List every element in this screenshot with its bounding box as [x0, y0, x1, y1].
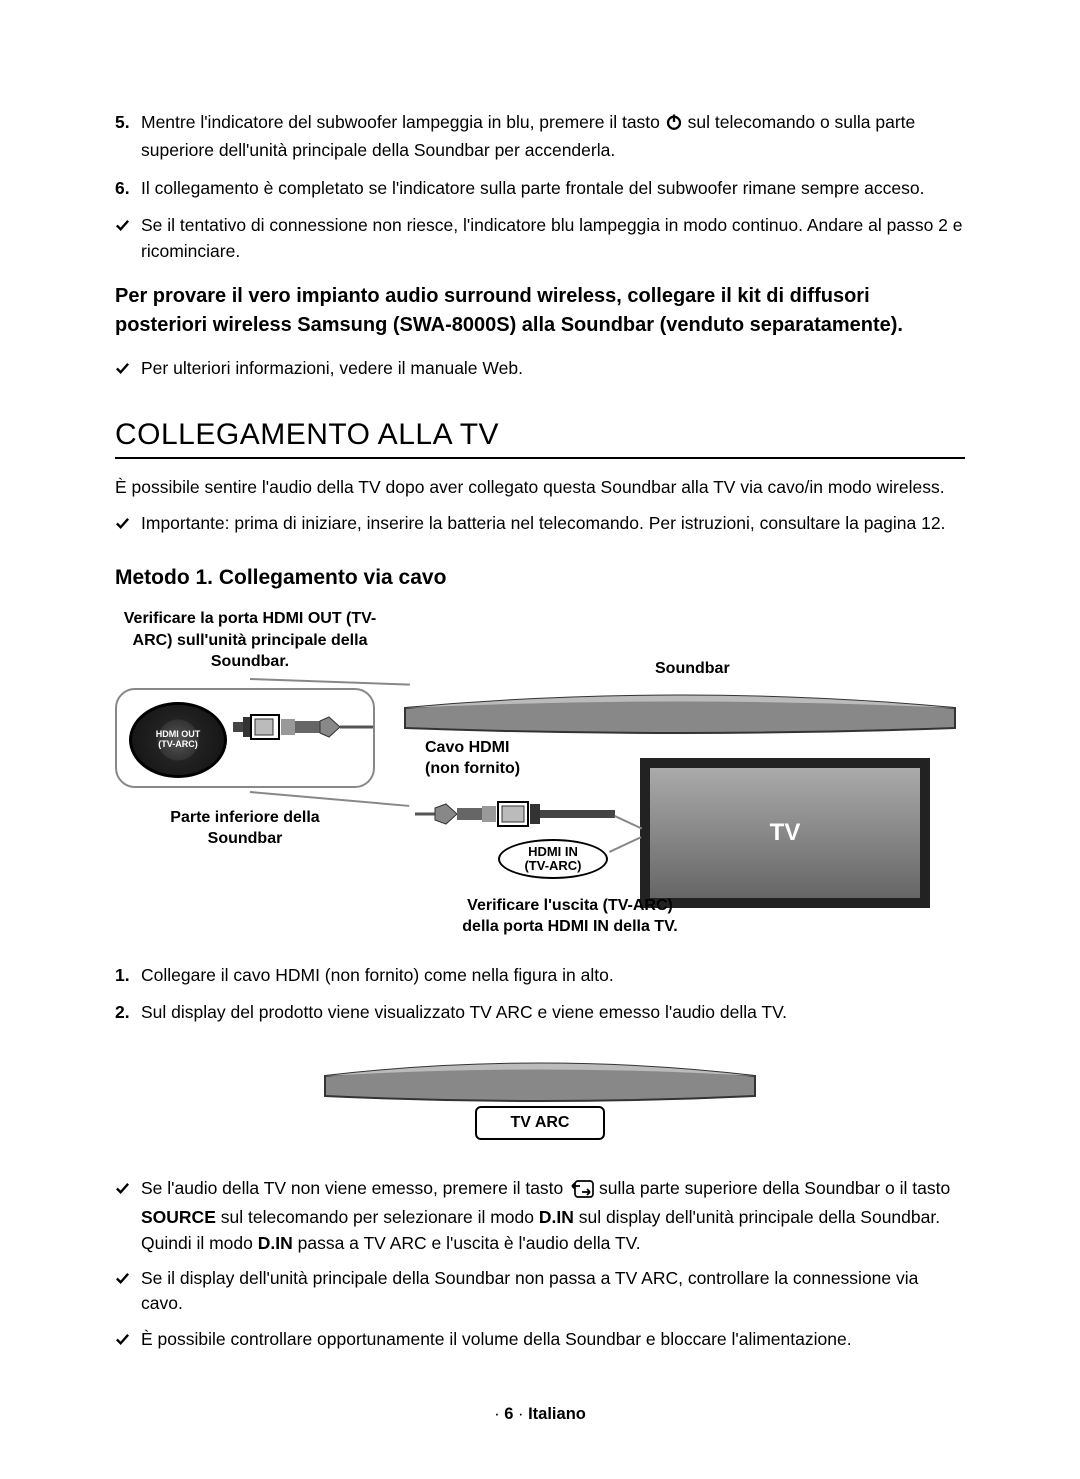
check-battery: Importante: prima di iniziare, inserire … — [115, 511, 965, 538]
page-number: 6 — [504, 1405, 513, 1423]
connect-step-1-num: 1. — [115, 963, 141, 988]
hdmi-out-l2: (TV-ARC) — [158, 740, 198, 750]
diagram-caption-top: Verificare la porta HDMI OUT (TV-ARC) su… — [115, 608, 385, 673]
tv-shape: TV — [640, 758, 930, 908]
hdmi-cable-right-icon — [415, 798, 615, 830]
check-retry: Se il tentativo di connessione non riesc… — [115, 213, 965, 264]
connect-step-2-num: 2. — [115, 1000, 141, 1025]
check-volume-control: È possibile controllare opportunamente i… — [115, 1327, 965, 1354]
leader-line — [250, 678, 410, 686]
check-web-manual-text: Per ulteriori informazioni, vedere il ma… — [141, 356, 965, 383]
check-icon — [115, 1176, 141, 1256]
hdmi-out-port: HDMI OUT (TV-ARC) — [129, 702, 227, 778]
check-icon — [115, 1327, 141, 1354]
tv-label: TV — [640, 758, 930, 908]
method-1-title: Metodo 1. Collegamento via cavo — [115, 566, 965, 590]
check-volume-text: È possibile controllare opportunamente i… — [141, 1327, 965, 1354]
step-5-text: Mentre l'indicatore del subwoofer lampeg… — [141, 110, 965, 164]
check-cable-text: Se il display dell'unità principale dell… — [141, 1266, 965, 1317]
connect-step-1: 1. Collegare il cavo HDMI (non fornito) … — [115, 963, 965, 988]
check-web-manual: Per ulteriori informazioni, vedere il ma… — [115, 356, 965, 383]
leader-line — [609, 836, 642, 853]
hdmi-cable-left-icon — [233, 711, 373, 743]
soundbar-icon — [400, 683, 960, 738]
step-6-number: 6. — [115, 176, 141, 201]
hdmi-in-port-label: HDMI IN (TV-ARC) — [498, 839, 608, 879]
check-icon — [115, 356, 141, 383]
check-icon — [115, 1266, 141, 1317]
intro-text: È possibile sentire l'audio della TV dop… — [115, 475, 965, 500]
leader-line — [614, 815, 642, 829]
soundbar-icon — [320, 1051, 760, 1106]
check-no-audio-text: Se l'audio della TV non viene emesso, pr… — [141, 1176, 965, 1256]
check-icon — [115, 511, 141, 538]
cavo-hdmi-label: Cavo HDMI (non fornito) — [425, 738, 520, 780]
source-button-icon — [568, 1180, 594, 1205]
check-retry-text: Se il tentativo di connessione non riesc… — [141, 213, 965, 264]
tv-arc-display: TV ARC — [475, 1106, 605, 1140]
connect-step-2-text: Sul display del prodotto viene visualizz… — [141, 1000, 965, 1025]
page-footer: · 6 · Italiano — [0, 1405, 1080, 1424]
step-5-number: 5. — [115, 110, 141, 164]
step-6-text: Il collegamento è completato se l'indica… — [141, 176, 965, 201]
surround-kit-paragraph: Per provare il vero impianto audio surro… — [115, 282, 965, 340]
step-5: 5. Mentre l'indicatore del subwoofer lam… — [115, 110, 965, 164]
section-title: COLLEGAMENTO ALLA TV — [115, 418, 965, 459]
check-cable-connection: Se il display dell'unità principale dell… — [115, 1266, 965, 1317]
connect-step-1-text: Collegare il cavo HDMI (non fornito) com… — [141, 963, 965, 988]
connect-step-2: 2. Sul display del prodotto viene visual… — [115, 1000, 965, 1025]
check-no-audio: Se l'audio della TV non viene emesso, pr… — [115, 1176, 965, 1256]
verify-tv-label: Verificare l'uscita (TV-ARC) della porta… — [440, 896, 700, 938]
step-5-pre: Mentre l'indicatore del subwoofer lampeg… — [141, 112, 665, 132]
soundbar-label: Soundbar — [655, 660, 730, 678]
check-icon — [115, 213, 141, 264]
parte-inferiore-label: Parte inferiore della Soundbar — [145, 808, 345, 850]
step-6: 6. Il collegamento è completato se l'ind… — [115, 176, 965, 201]
check-battery-text: Importante: prima di iniziare, inserire … — [141, 511, 965, 538]
tv-arc-display-diagram: TV ARC — [320, 1051, 760, 1151]
page-language: Italiano — [528, 1405, 586, 1423]
power-icon — [665, 113, 683, 138]
leader-line — [250, 791, 410, 807]
hdmi-connection-diagram: Verificare la porta HDMI OUT (TV-ARC) su… — [115, 608, 965, 948]
